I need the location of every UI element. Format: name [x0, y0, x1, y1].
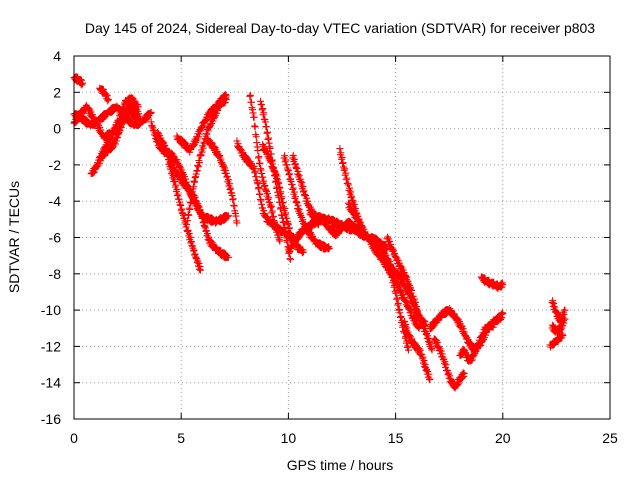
- y-tick-label: -4: [49, 193, 62, 209]
- series-markers: [430, 335, 468, 392]
- x-axis-label: GPS time / hours: [287, 457, 394, 473]
- series-arc31: [477, 273, 507, 292]
- series-markers: [96, 94, 142, 161]
- y-tick-label: -12: [41, 338, 61, 354]
- series-arc6: [96, 84, 112, 105]
- series-markers: [548, 315, 569, 337]
- series-arc27: [400, 317, 434, 384]
- x-tick-label: 15: [388, 430, 404, 446]
- series-markers: [70, 73, 87, 89]
- series-markers: [164, 156, 204, 274]
- series-arc22: [336, 145, 365, 231]
- x-tick-label: 0: [70, 430, 78, 446]
- series-markers: [400, 317, 434, 384]
- y-tick-label: 2: [53, 84, 61, 100]
- x-tick-label: 20: [495, 430, 511, 446]
- series-arc26: [387, 269, 412, 354]
- x-tick-label: 25: [602, 430, 618, 446]
- y-tick-label: -10: [41, 302, 61, 318]
- series-arc34: [546, 330, 567, 351]
- series-arc12: [203, 134, 241, 227]
- series-arc23: [344, 199, 423, 332]
- y-tick-label: -6: [49, 230, 62, 246]
- y-tick-label: -16: [41, 411, 61, 427]
- y-tick-label: -2: [49, 157, 62, 173]
- series-markers: [154, 128, 232, 262]
- series-markers: [477, 273, 507, 292]
- data-points: [70, 73, 569, 392]
- series-markers: [246, 91, 284, 245]
- x-tick-label: 10: [281, 430, 297, 446]
- chart-title: Day 145 of 2024, Sidereal Day-to-day VTE…: [85, 20, 595, 36]
- y-tick-label: 0: [53, 121, 61, 137]
- series-markers: [336, 145, 365, 231]
- series-markers: [383, 233, 436, 354]
- series-arc14: [246, 91, 284, 245]
- series-markers: [203, 134, 241, 227]
- series-markers: [319, 213, 365, 240]
- series-arc21: [319, 213, 365, 240]
- series-arc30: [456, 319, 498, 365]
- series-arc33: [548, 315, 569, 337]
- y-tick-label: 4: [53, 48, 61, 64]
- grid: [74, 56, 610, 419]
- series-arc5: [96, 94, 142, 161]
- series-markers: [96, 84, 112, 105]
- series-arc9: [164, 156, 204, 274]
- series-arc29: [430, 335, 468, 392]
- series-markers: [387, 269, 412, 354]
- series-arc17: [280, 152, 333, 253]
- y-tick-label: -8: [49, 266, 62, 282]
- series-arc25: [383, 233, 436, 354]
- series-arc8: [154, 128, 232, 262]
- y-tick-label: -14: [41, 375, 61, 391]
- series-arc3: [70, 73, 87, 89]
- series-markers: [546, 330, 567, 351]
- series-markers: [456, 319, 498, 365]
- series-markers: [280, 152, 333, 253]
- y-axis-label: SDTVAR / TECUs: [6, 181, 22, 293]
- x-tick-label: 5: [177, 430, 185, 446]
- series-markers: [344, 199, 423, 332]
